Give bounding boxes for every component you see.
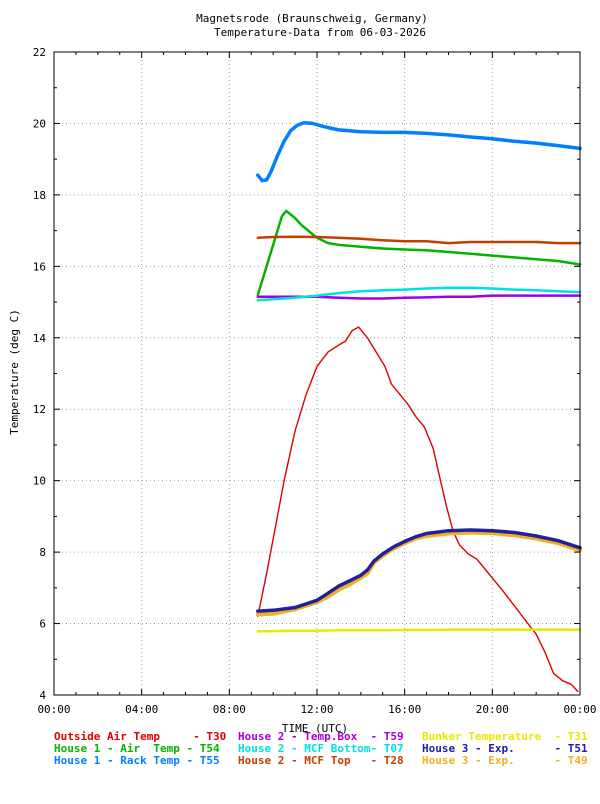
y-tick-label: 20 xyxy=(33,117,46,130)
legend-entry: House 3 - Exp. - T49 xyxy=(422,754,588,767)
x-tick-label: 00:00 xyxy=(563,703,596,716)
chart-title: Magnetsrode (Braunschweig, Germany) xyxy=(196,12,428,25)
y-tick-label: 12 xyxy=(33,403,46,416)
y-tick-label: 22 xyxy=(33,46,46,59)
y-tick-label: 18 xyxy=(33,189,46,202)
series-line-house-1-rack-temp-t55 xyxy=(256,120,582,183)
legend: Outside Air Temp - T30 House 2 - Temp.Box… xyxy=(54,730,588,767)
y-axis-label: Temperature (deg C) xyxy=(8,309,21,435)
y-tick-label: 8 xyxy=(39,546,46,559)
chart-subtitle: Temperature-Data from 06-03-2026 xyxy=(214,26,426,39)
legend-entry: House 1 - Rack Temp - T55 xyxy=(54,754,220,767)
x-tick-label: 16:00 xyxy=(388,703,421,716)
y-tick-label: 10 xyxy=(33,475,46,488)
tick-layer: 4 6 8 10 12 14 16 18 20 22 00:00 04:00 08:00 12:00 16:… xyxy=(33,46,597,716)
series-line-house-1-air-temp-t54 xyxy=(256,209,582,297)
y-tick-label: 14 xyxy=(33,332,47,345)
x-tick-label: 08:00 xyxy=(213,703,246,716)
legend-entry: Bunker Temperature - T31 xyxy=(422,730,588,743)
legend-entry: House 3 - Exp. - T51 xyxy=(422,742,588,755)
legend-entry: House 2 - MCF Top - T28 xyxy=(238,754,404,767)
series-line-bunker-temperature-t31 xyxy=(256,628,582,633)
series-line-house-2-mcf-top-t28 xyxy=(256,235,582,245)
series-layer xyxy=(255,120,582,693)
legend-entry: House 2 - MCF Bottom- T07 xyxy=(238,742,404,755)
legend-entry: House 2 - Temp.Box - T59 xyxy=(238,730,404,743)
series-line-house-2-mcf-bottom-t07 xyxy=(256,286,582,302)
y-tick-label: 16 xyxy=(33,260,46,273)
legend-entry: Outside Air Temp - T30 xyxy=(54,730,226,743)
y-tick-label: 6 xyxy=(39,618,46,631)
x-tick-label: 04:00 xyxy=(125,703,158,716)
series-line-outside-air-temp-t30 xyxy=(257,326,579,693)
x-tick-label: 20:00 xyxy=(476,703,509,716)
x-tick-label: 00:00 xyxy=(37,703,70,716)
x-axis-label: TIME (UTC) xyxy=(282,722,348,735)
x-tick-label: 12:00 xyxy=(300,703,333,716)
legend-entry: House 1 - Air Temp - T54 xyxy=(54,742,220,755)
series-line-house-3-exp-t51 xyxy=(256,528,582,613)
y-tick-label: 4 xyxy=(39,689,46,702)
